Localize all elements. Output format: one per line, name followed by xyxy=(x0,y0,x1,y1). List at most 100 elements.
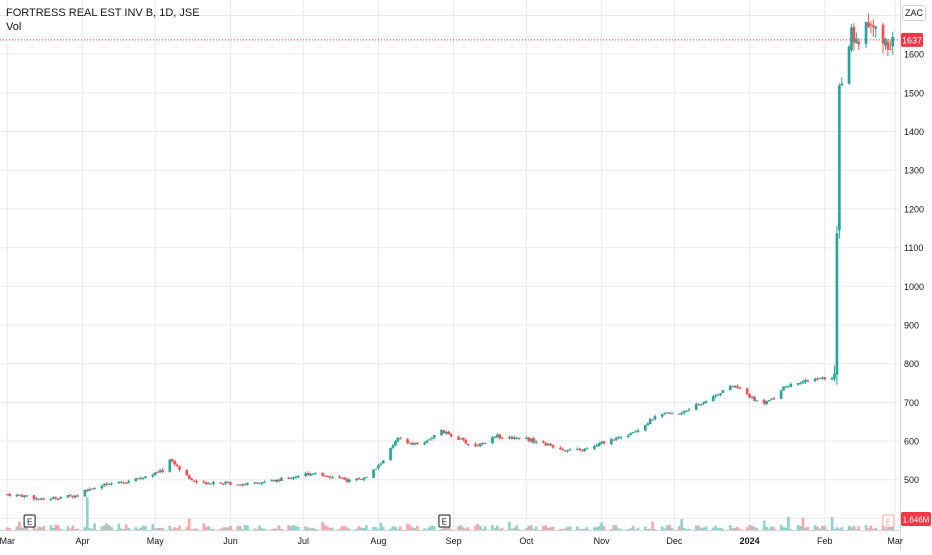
volume-bar xyxy=(687,528,691,530)
x-tick-label: Apr xyxy=(75,536,89,546)
volume-legend[interactable]: Vol xyxy=(6,21,22,33)
candle xyxy=(340,477,344,479)
volume-bar xyxy=(648,529,652,530)
candle xyxy=(847,46,851,84)
volume-bar xyxy=(328,527,332,530)
earnings-marker[interactable] xyxy=(882,514,895,528)
volume-bar xyxy=(127,527,130,530)
candle xyxy=(804,380,807,382)
volume-bar xyxy=(85,497,89,530)
volume-bar xyxy=(185,527,189,530)
x-tick-label: May xyxy=(147,536,165,546)
chart-legend: FORTRESS REAL EST INV B, 1D, JSE Vol xyxy=(6,6,200,34)
candle xyxy=(704,400,708,403)
volume-bar xyxy=(394,526,397,530)
volume-bar xyxy=(292,525,295,530)
candle xyxy=(576,449,579,451)
earnings-marker[interactable] xyxy=(23,514,36,528)
volume-bar xyxy=(22,527,26,530)
candle xyxy=(326,475,329,477)
candle xyxy=(799,383,802,385)
candle xyxy=(54,497,58,499)
candle xyxy=(762,399,766,404)
earnings-marker-label[interactable]: E xyxy=(27,518,32,527)
candle xyxy=(840,83,844,86)
volume-bar xyxy=(527,525,531,530)
volume-bar xyxy=(464,528,468,530)
earnings-marker-label[interactable]: E xyxy=(886,518,891,527)
volume-bar xyxy=(102,525,106,530)
candle xyxy=(241,484,244,486)
volume-bar xyxy=(663,528,667,530)
volume-bar xyxy=(338,528,341,530)
candle xyxy=(660,413,664,417)
volume-bar xyxy=(813,525,817,530)
candle xyxy=(127,481,130,484)
volume-bar xyxy=(838,528,841,530)
candle xyxy=(374,468,378,470)
volume-bar xyxy=(532,528,536,530)
candle xyxy=(823,377,827,380)
earnings-marker-label[interactable]: E xyxy=(442,518,447,527)
symbol-title[interactable]: FORTRESS REAL EST INV B, 1D, JSE xyxy=(6,7,200,19)
candle xyxy=(529,438,533,442)
candle xyxy=(391,445,395,448)
candle xyxy=(311,473,315,475)
candle xyxy=(187,475,191,479)
last-price-label: 1637 xyxy=(902,35,922,45)
candle xyxy=(122,482,126,484)
x-tick-label: Mar xyxy=(887,536,903,546)
volume-bar xyxy=(816,526,819,530)
y-tick-label: 800 xyxy=(904,359,919,369)
volume-bar xyxy=(517,528,521,530)
volume-bar xyxy=(806,526,810,530)
candle xyxy=(462,438,465,440)
candle xyxy=(357,478,361,480)
volume-bar xyxy=(643,526,647,530)
volume-bar xyxy=(559,529,562,530)
candle xyxy=(835,233,839,375)
candle xyxy=(525,437,528,439)
candle xyxy=(498,434,502,439)
volume-bar xyxy=(280,528,283,530)
volume-bar xyxy=(602,526,606,530)
volume-bar xyxy=(379,522,383,530)
candle xyxy=(117,481,121,484)
candle xyxy=(100,485,104,489)
volume-bar xyxy=(738,528,742,530)
volume-bar xyxy=(631,525,635,530)
y-tick-label: 1500 xyxy=(904,88,924,98)
candle xyxy=(738,387,742,389)
currency-badge[interactable]: ZAC xyxy=(902,5,926,21)
candle xyxy=(716,394,720,396)
volume-bar xyxy=(449,529,453,530)
volume-bar xyxy=(857,526,861,530)
x-tick-label: Aug xyxy=(370,536,386,546)
candle xyxy=(682,411,686,414)
volume-bar xyxy=(76,528,79,530)
volume-bar xyxy=(374,527,378,530)
earnings-marker[interactable] xyxy=(438,514,451,528)
candle xyxy=(338,476,341,479)
volume-bar xyxy=(297,526,300,530)
volume-bar xyxy=(549,527,553,530)
y-tick-label: 1100 xyxy=(904,243,923,253)
candle xyxy=(801,381,805,384)
volume-bar xyxy=(493,528,497,530)
candle xyxy=(830,378,834,380)
y-tick-label: 500 xyxy=(904,475,919,485)
candle xyxy=(636,430,640,432)
volume-bar xyxy=(8,528,12,530)
last-volume-label: 1.646M xyxy=(903,516,930,525)
candle xyxy=(85,489,89,491)
volume-bar xyxy=(360,527,363,530)
volume-bar xyxy=(462,527,465,530)
volume-bar xyxy=(614,525,618,530)
candle xyxy=(459,438,463,440)
volume-bar xyxy=(498,528,502,530)
candle xyxy=(212,481,215,484)
volume-bar xyxy=(391,526,395,530)
candle xyxy=(702,402,705,404)
